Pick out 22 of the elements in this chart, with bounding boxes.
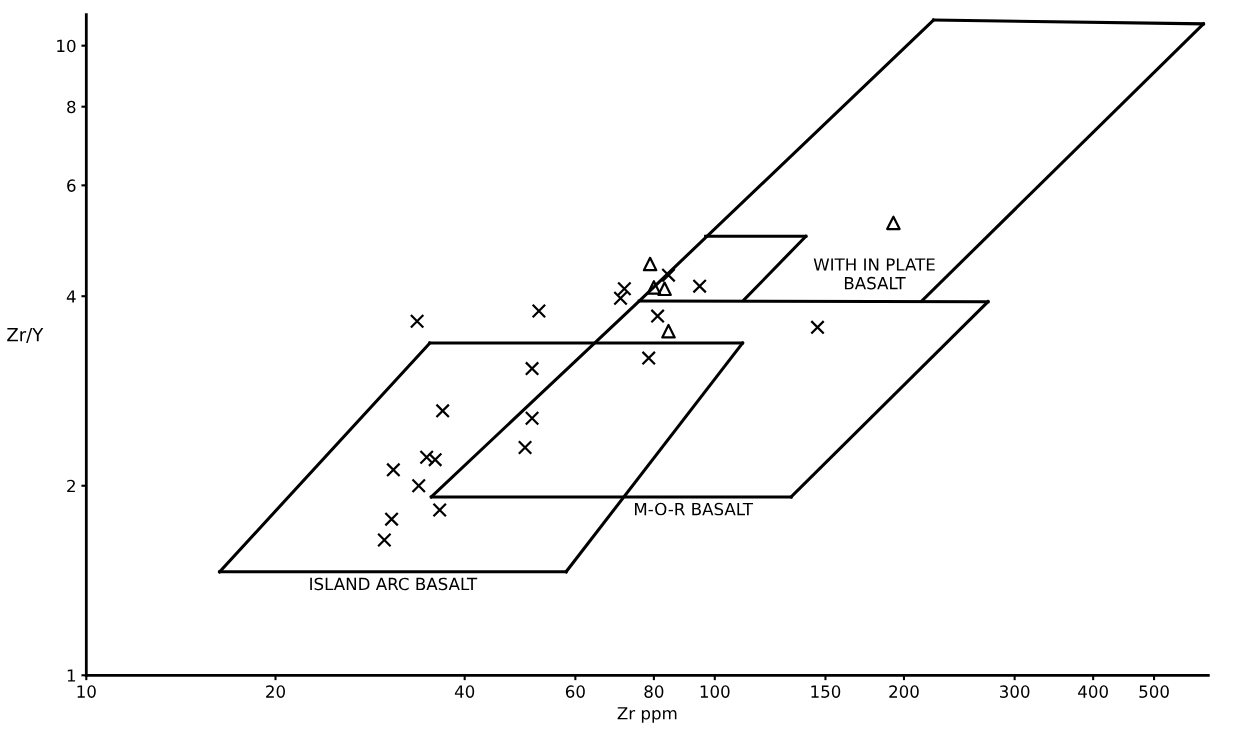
- y-tick-label: 6: [67, 179, 76, 192]
- series-label: WITH IN PLATE BASALT: [813, 258, 935, 290]
- y-tick-label: 10: [57, 39, 76, 53]
- y-axis-title: Zr/Y: [7, 328, 44, 343]
- x-tick-label: 100: [700, 685, 730, 698]
- x-tick-label: 40: [454, 685, 475, 698]
- x-tick-label: 150: [811, 685, 841, 698]
- x-tick-label: 80: [644, 685, 664, 698]
- series-label: M-O-R BASALT: [635, 502, 754, 516]
- x-tick-label: 400: [1078, 685, 1108, 698]
- y-tick-label: 4: [66, 290, 76, 303]
- x-tick-label: 60: [565, 685, 585, 698]
- x-tick-label: 20: [266, 685, 285, 698]
- y-tick-label: 1: [67, 669, 76, 682]
- x-tick-label: 10: [77, 685, 96, 698]
- x-tick-label: 300: [1000, 685, 1030, 698]
- y-tick-label: 2: [67, 479, 75, 493]
- x-tick-label: 500: [1139, 685, 1169, 698]
- series-label: ISLAND ARC BASALT: [310, 577, 478, 591]
- x-tick-label: 200: [889, 685, 919, 698]
- y-tick-label: 8: [67, 100, 76, 114]
- x-axis-title: Zr ppm: [617, 707, 677, 723]
